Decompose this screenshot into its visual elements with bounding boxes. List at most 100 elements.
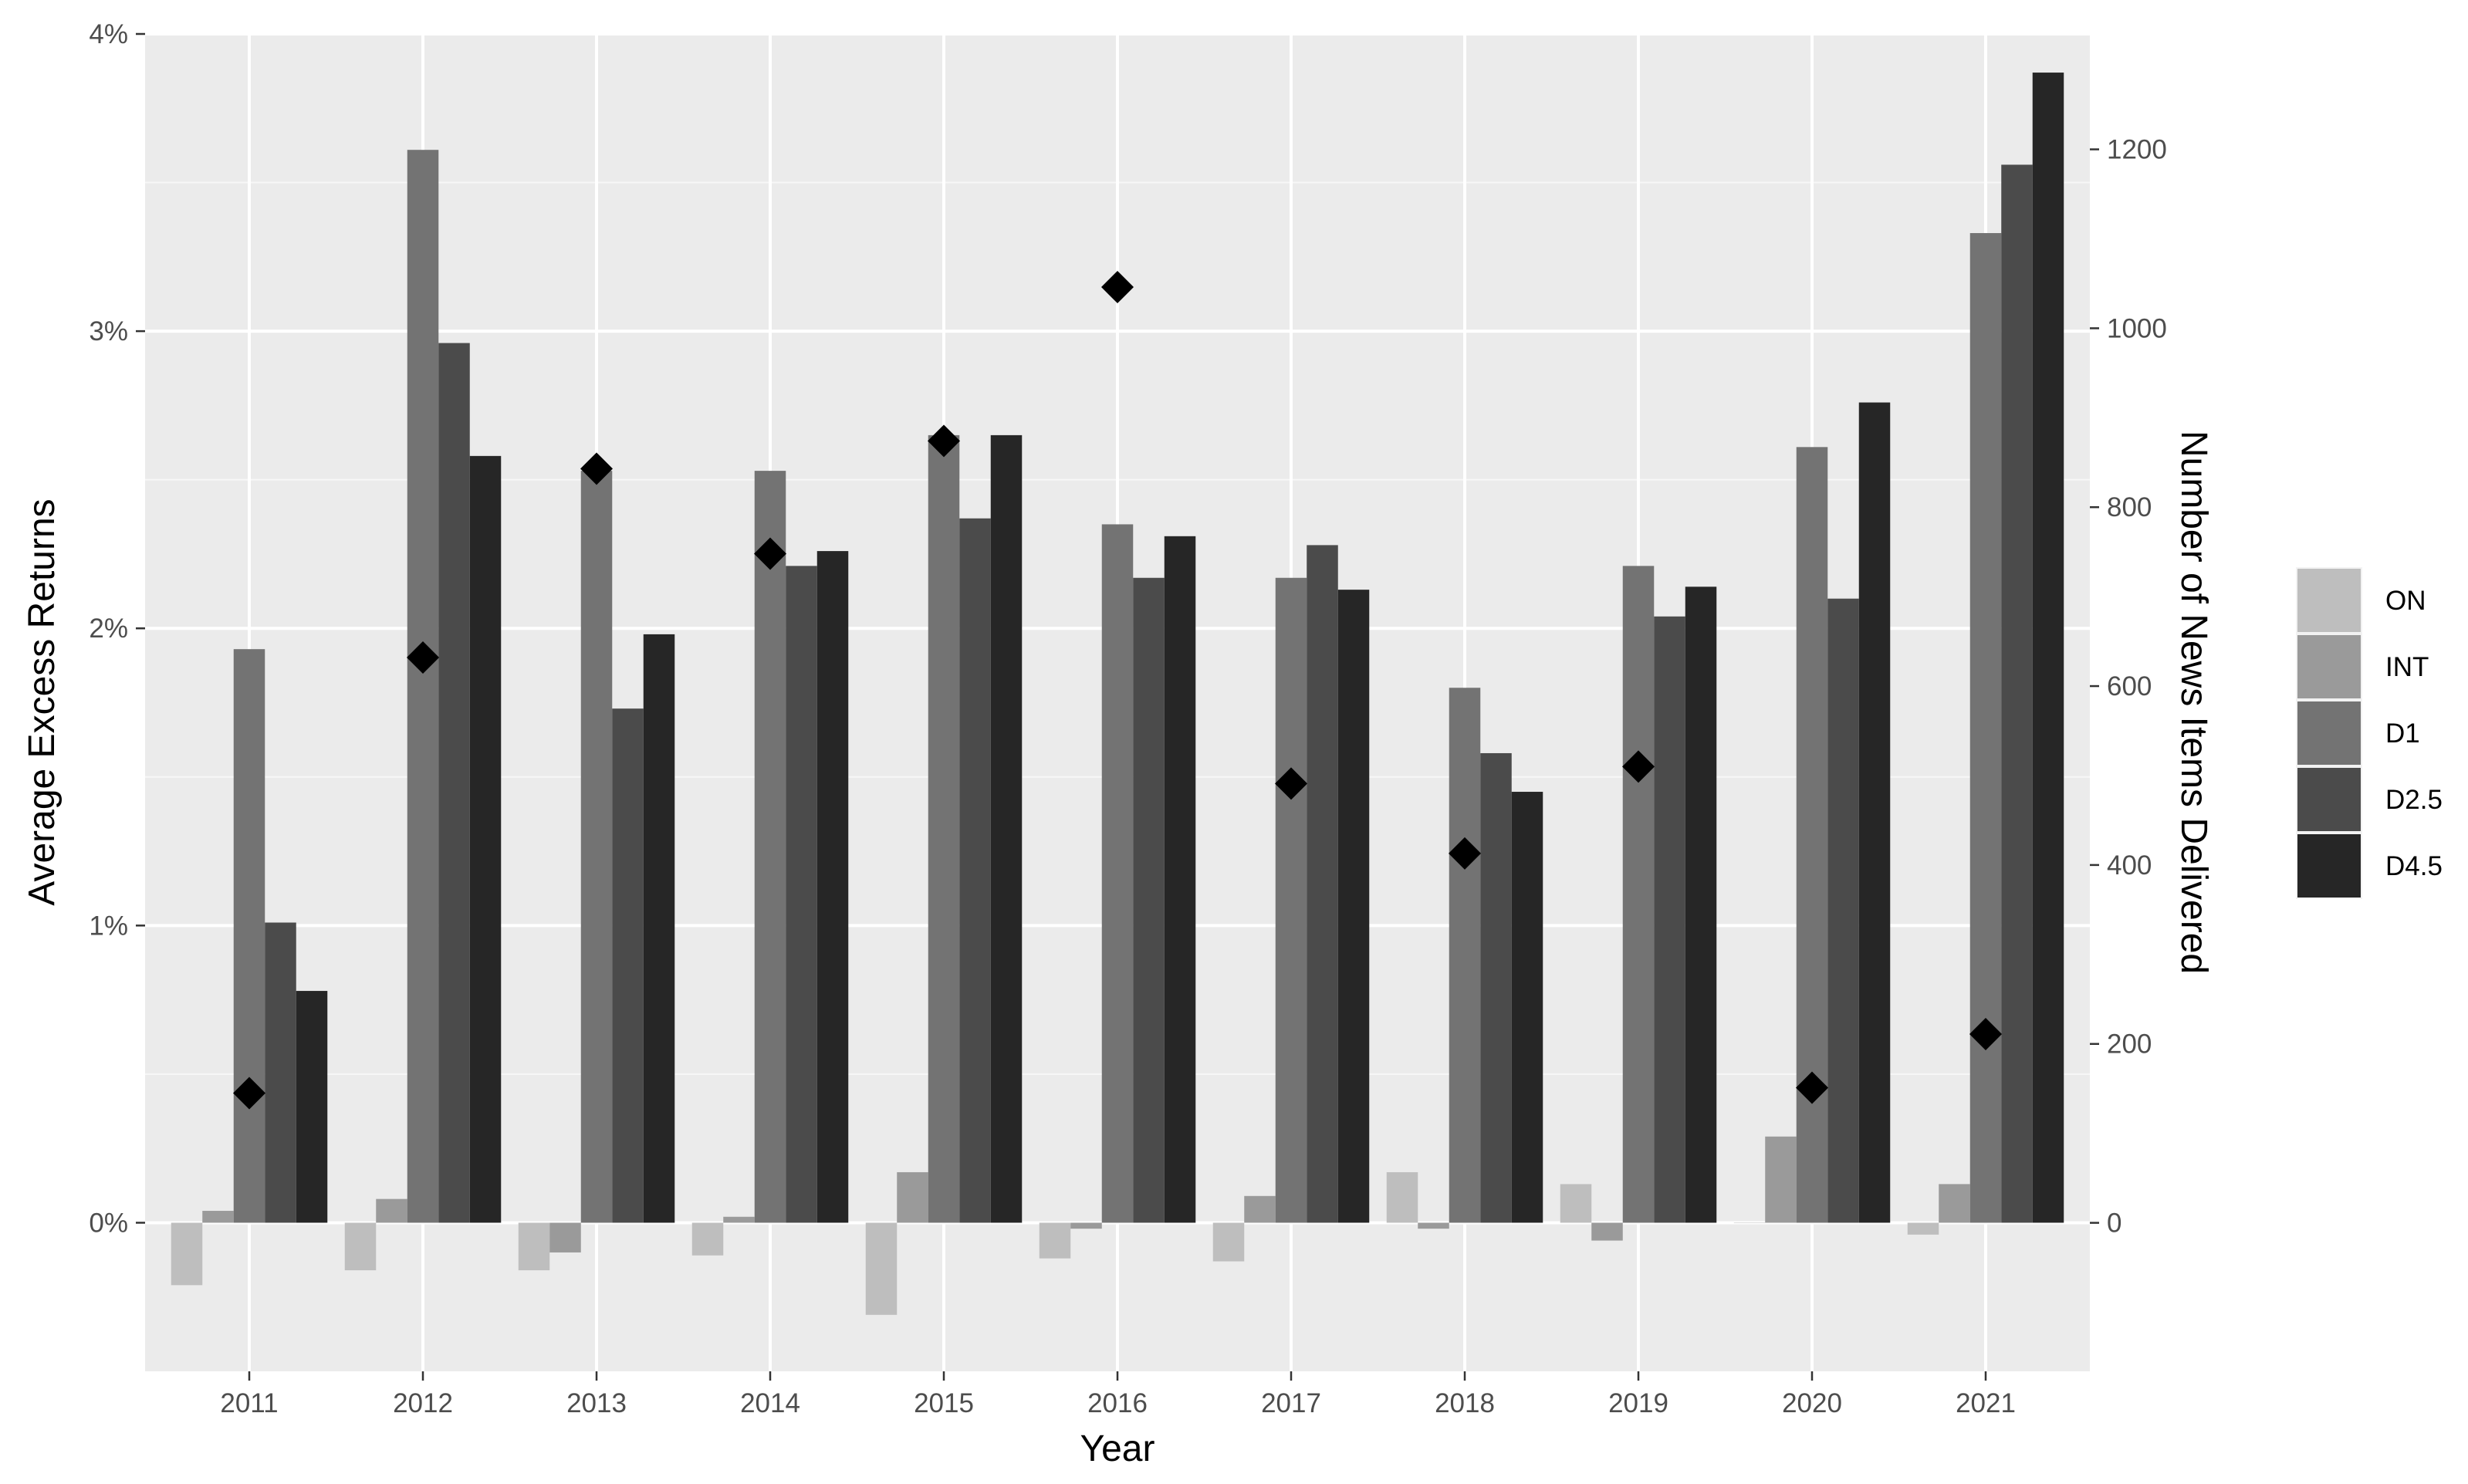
news-count-point-2016 <box>1101 271 1134 304</box>
bar-INT-2019 <box>1591 1222 1623 1241</box>
news-count-point-2017 <box>1275 767 1307 800</box>
bar-ON-2014 <box>691 1222 724 1256</box>
legend-key-D4.5 <box>2297 834 2361 897</box>
bar-INT-2014 <box>723 1216 755 1223</box>
y-tick-label: 2% <box>89 614 128 644</box>
right-axis: 0 200 400 600 800 1000 1200 <box>2090 135 2167 1239</box>
bar-ON-2011 <box>171 1222 203 1286</box>
x-tick-label: 2011 <box>220 1388 278 1418</box>
news-count-point-2014 <box>754 537 786 570</box>
bar-INT-2013 <box>549 1222 581 1252</box>
x-axis: 2011 2012 2013 2014 2015 2016 2017 2018 2019 2020… <box>220 1371 2016 1418</box>
y2-tick-label: 200 <box>2107 1029 2152 1060</box>
bar-D4.5-2011 <box>296 991 328 1223</box>
bar-D2.5-2011 <box>265 922 296 1223</box>
bar-D1-2014 <box>754 471 786 1223</box>
bar-D1-2012 <box>407 150 439 1223</box>
x-tick-label: 2013 <box>566 1388 627 1418</box>
bar-D4.5-2018 <box>1511 792 1543 1223</box>
news-count-point-2020 <box>1796 1071 1828 1104</box>
x-tick-label: 2016 <box>1087 1388 1148 1418</box>
bar-D4.5-2013 <box>643 634 675 1223</box>
y-axis-title: Average Excess Returns <box>22 499 63 905</box>
news-count-point-2012 <box>407 641 439 674</box>
news-count-point-2021 <box>1969 1017 2002 1050</box>
x-tick-label: 2012 <box>393 1388 453 1418</box>
legend-key-D2.5 <box>2297 768 2361 831</box>
y2-tick-label: 400 <box>2107 850 2152 881</box>
y2-tick-label: 800 <box>2107 492 2152 522</box>
bar-ON-2015 <box>865 1222 898 1315</box>
y2-axis-title: Number of News Items Delivered <box>2173 431 2214 974</box>
bar-ON-2013 <box>518 1222 550 1271</box>
bar-ON-2018 <box>1386 1171 1418 1223</box>
bar-D2.5-2019 <box>1654 616 1685 1223</box>
legend-key-D1 <box>2297 701 2361 765</box>
bar-INT-2015 <box>897 1171 928 1223</box>
x-tick-label: 2015 <box>914 1388 974 1418</box>
bar-D1-2017 <box>1275 577 1307 1223</box>
y2-tick-label: 1200 <box>2107 135 2167 165</box>
bar-INT-2012 <box>376 1198 407 1223</box>
legend-key-ON <box>2297 569 2361 632</box>
bar-ON-2017 <box>1212 1222 1245 1262</box>
news-count-point-2018 <box>1449 837 1481 870</box>
legend: ON INT D1 D2.5 D4.5 <box>2296 567 2443 899</box>
bar-ON-2020 <box>1733 1222 1766 1223</box>
bar-ON-2019 <box>1560 1184 1592 1223</box>
bar-D2.5-2018 <box>1480 752 1512 1223</box>
bar-D2.5-2015 <box>959 518 991 1223</box>
bar-D4.5-2014 <box>816 551 849 1223</box>
bar-ON-2016 <box>1039 1222 1071 1259</box>
bar-D2.5-2012 <box>438 343 470 1223</box>
legend-label-D4.5: D4.5 <box>2385 851 2443 881</box>
bar-D2.5-2020 <box>1827 598 1859 1223</box>
y2-tick-label: 1000 <box>2107 313 2167 343</box>
bar-D2.5-2013 <box>612 708 644 1223</box>
bar-D1-2015 <box>928 434 960 1223</box>
bar-D1-2016 <box>1101 524 1134 1223</box>
news-count-point-2011 <box>233 1077 265 1110</box>
x-tick-label: 2020 <box>1782 1388 1842 1418</box>
news-count-point-2019 <box>1622 750 1655 783</box>
y2-tick-label: 600 <box>2107 671 2152 701</box>
x-axis-title: Year <box>1080 1428 1155 1469</box>
bar-D1-2011 <box>233 649 265 1223</box>
bar-D4.5-2017 <box>1337 590 1370 1223</box>
bar-D4.5-2019 <box>1685 587 1717 1223</box>
bar-ON-2012 <box>344 1222 377 1271</box>
bar-ON-2021 <box>1907 1222 1939 1235</box>
legend-key-INT <box>2297 635 2361 698</box>
bar-D1-2019 <box>1622 566 1655 1223</box>
bar-INT-2018 <box>1418 1222 1449 1229</box>
x-tick-label: 2021 <box>1956 1388 2016 1418</box>
points <box>233 271 2002 1110</box>
bar-D1-2021 <box>1969 233 2002 1223</box>
y-tick-label: 1% <box>89 911 128 941</box>
legend-label-D2.5: D2.5 <box>2385 785 2443 815</box>
bar-D1-2018 <box>1449 688 1481 1223</box>
left-axis: 0% 1% 2% 3% 4% <box>89 19 145 1238</box>
bar-D4.5-2020 <box>1858 402 1891 1223</box>
bar-D1-2013 <box>580 471 613 1223</box>
x-tick-label: 2019 <box>1608 1388 1668 1418</box>
bar-INT-2016 <box>1070 1222 1102 1229</box>
y-tick-label: 3% <box>89 316 128 346</box>
y-tick-label: 4% <box>89 19 128 49</box>
bar-D2.5-2017 <box>1307 545 1338 1223</box>
x-tick-label: 2014 <box>740 1388 800 1418</box>
y2-tick-label: 0 <box>2107 1208 2121 1239</box>
bar-D4.5-2021 <box>2032 73 2064 1223</box>
x-tick-label: 2018 <box>1435 1388 1495 1418</box>
bar-INT-2020 <box>1765 1136 1797 1223</box>
news-count-point-2015 <box>928 424 960 458</box>
y-tick-label: 0% <box>89 1208 128 1238</box>
bar-D1-2020 <box>1796 447 1828 1223</box>
legend-label-D1: D1 <box>2385 718 2420 749</box>
bar-D2.5-2014 <box>786 566 817 1223</box>
bar-D2.5-2021 <box>2001 164 2033 1223</box>
bar-D2.5-2016 <box>1133 577 1165 1223</box>
bar-INT-2017 <box>1244 1195 1276 1223</box>
legend-label-INT: INT <box>2385 652 2429 682</box>
